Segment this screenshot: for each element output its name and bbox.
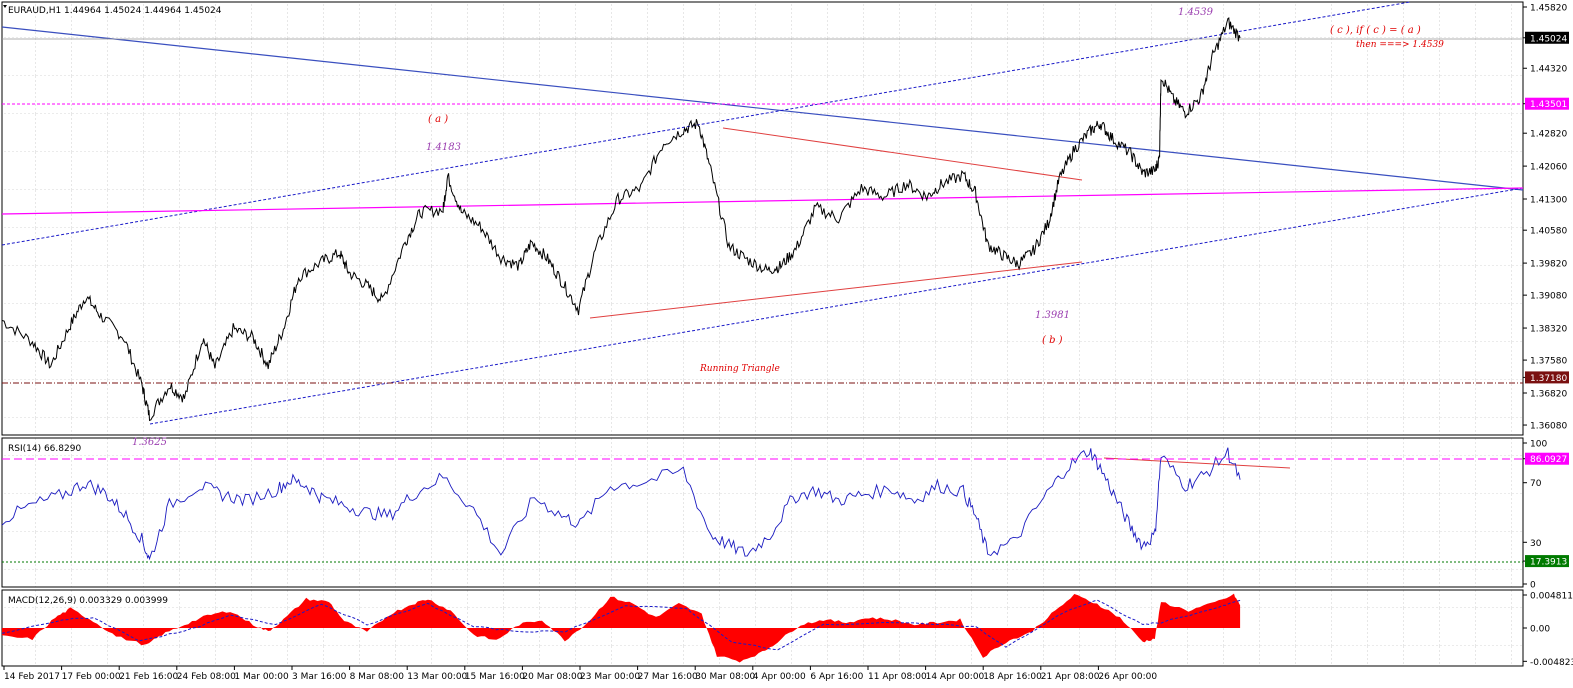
rsi-series	[1, 447, 1241, 561]
macd-histogram	[2, 593, 1241, 663]
x-tick-label: 21 Feb 16:00	[119, 672, 178, 682]
y-tick-label: 1.36080	[1530, 422, 1567, 432]
y-tick-label: 1.42820	[1530, 130, 1567, 140]
macd-header: MACD(12,26,9) 0.003329 0.003999	[8, 596, 168, 606]
annotation-wave-c: ( c ), if ( c ) = ( a )	[1330, 25, 1421, 36]
x-tick-label: 21 Apr 08:00	[1041, 672, 1100, 682]
annotation-wave-b: ( b )	[1042, 335, 1063, 346]
y-tick-label: 86.0927	[1530, 455, 1567, 465]
x-tick-label: 20 Mar 08:00	[522, 672, 582, 682]
y-tick-label: 1.43501	[1530, 100, 1567, 110]
price-tag	[1525, 31, 1569, 44]
x-tick-label: 18 Apr 16:00	[983, 672, 1042, 682]
x-tick-label: 24 Feb 08:00	[177, 672, 236, 682]
x-tick-label: 26 Apr 00:00	[1098, 672, 1157, 682]
x-tick-label: 1 Mar 00:00	[234, 672, 289, 682]
macd-series	[1, 593, 1241, 663]
price-tag	[1525, 555, 1569, 568]
y-axis-ticks: 1.45820 1.45024 1.44320 1.43501 1.42820 1.420…	[1523, 4, 1573, 668]
price-tag	[1525, 452, 1569, 465]
price-series	[1, 17, 1241, 422]
y-tick-label: 1.37180	[1530, 374, 1567, 384]
x-tick-label: 15 Mar 16:00	[465, 672, 525, 682]
y-tick-label: 1.39080	[1530, 292, 1567, 302]
annotation-wave-a: ( a )	[428, 114, 448, 125]
triangle-lower-line	[589, 261, 1083, 319]
rsi-divergence-line	[1103, 457, 1291, 469]
annotation-1-4539: 1.4539	[1178, 7, 1214, 18]
rsi-panel	[1, 437, 1524, 588]
price-line	[1, 17, 1241, 422]
y-tick-label: 100	[1530, 440, 1547, 450]
rsi-line	[1, 447, 1241, 561]
x-tick-label: 14 Feb 2017	[4, 672, 60, 682]
pink-trendline	[1, 187, 1524, 215]
price-tag	[1525, 371, 1569, 384]
x-tick-label: 4 Apr 00:00	[753, 672, 806, 682]
y-tick-label: 1.45820	[1530, 4, 1567, 14]
y-tick-label: 1.40580	[1530, 227, 1567, 237]
y-tick-label: 0.00	[1530, 625, 1550, 635]
x-tick-label: 6 Apr 16:00	[810, 672, 863, 682]
price-panel-frame	[1, 1, 1524, 436]
x-tick-label: 13 Mar 00:00	[407, 672, 467, 682]
annotation-running-triangle: Running Triangle	[699, 364, 780, 374]
x-tick-label: 27 Mar 16:00	[638, 672, 698, 682]
y-tick-label: 0.004811	[1530, 592, 1573, 602]
rsi-panel-frame	[1, 437, 1524, 588]
price-header: EURAUD,H1 1.44964 1.45024 1.44964 1.4502…	[8, 6, 222, 16]
x-tick-label: 30 Mar 08:00	[695, 672, 755, 682]
y-tick-label: 0	[1530, 581, 1536, 591]
x-tick-label: 11 Apr 08:00	[868, 672, 927, 682]
annotation-1-3981: 1.3981	[1035, 310, 1070, 321]
y-tick-label: 1.39820	[1530, 260, 1567, 270]
y-tick-label: 70	[1530, 479, 1542, 489]
x-tick-label: 3 Mar 16:00	[292, 672, 347, 682]
upper-channel-line	[1, 1, 1411, 246]
y-tick-label: 1.42060	[1530, 163, 1567, 173]
collapse-arrow-icon[interactable]	[3, 5, 7, 8]
x-tick-label: 8 Mar 08:00	[350, 672, 405, 682]
y-tick-label: 1.44320	[1530, 65, 1567, 75]
annotation-1-4183: 1.4183	[426, 142, 461, 153]
lower-channel-line	[149, 187, 1524, 425]
y-tick-label: 30	[1530, 539, 1542, 549]
descending-trendline	[1, 26, 1524, 191]
annotation-target: then ===> 1.4539	[1356, 40, 1444, 50]
x-tick-label: 17 Feb 00:00	[62, 672, 121, 682]
price-drawings	[1, 1, 1524, 469]
price-tag	[1525, 97, 1569, 110]
y-tick-label: 1.38320	[1530, 325, 1567, 335]
triangle-upper-line	[722, 127, 1083, 181]
y-tick-label: -0.004823	[1530, 658, 1573, 668]
price-panel	[1, 1, 1524, 436]
y-tick-label: 17.3913	[1530, 558, 1567, 568]
x-tick-label: 14 Apr 00:00	[926, 672, 985, 682]
y-tick-label: 1.36820	[1530, 389, 1567, 399]
annotation-1-3625: 1.3625	[132, 437, 167, 448]
y-tick-label: 1.37580	[1530, 357, 1567, 367]
y-tick-label: 1.41300	[1530, 196, 1567, 206]
rsi-header: RSI(14) 66.8290	[8, 444, 81, 454]
macd-signal-line	[1, 599, 1241, 651]
y-tick-label: 1.45024	[1530, 34, 1567, 44]
x-tick-label: 23 Mar 00:00	[580, 672, 640, 682]
